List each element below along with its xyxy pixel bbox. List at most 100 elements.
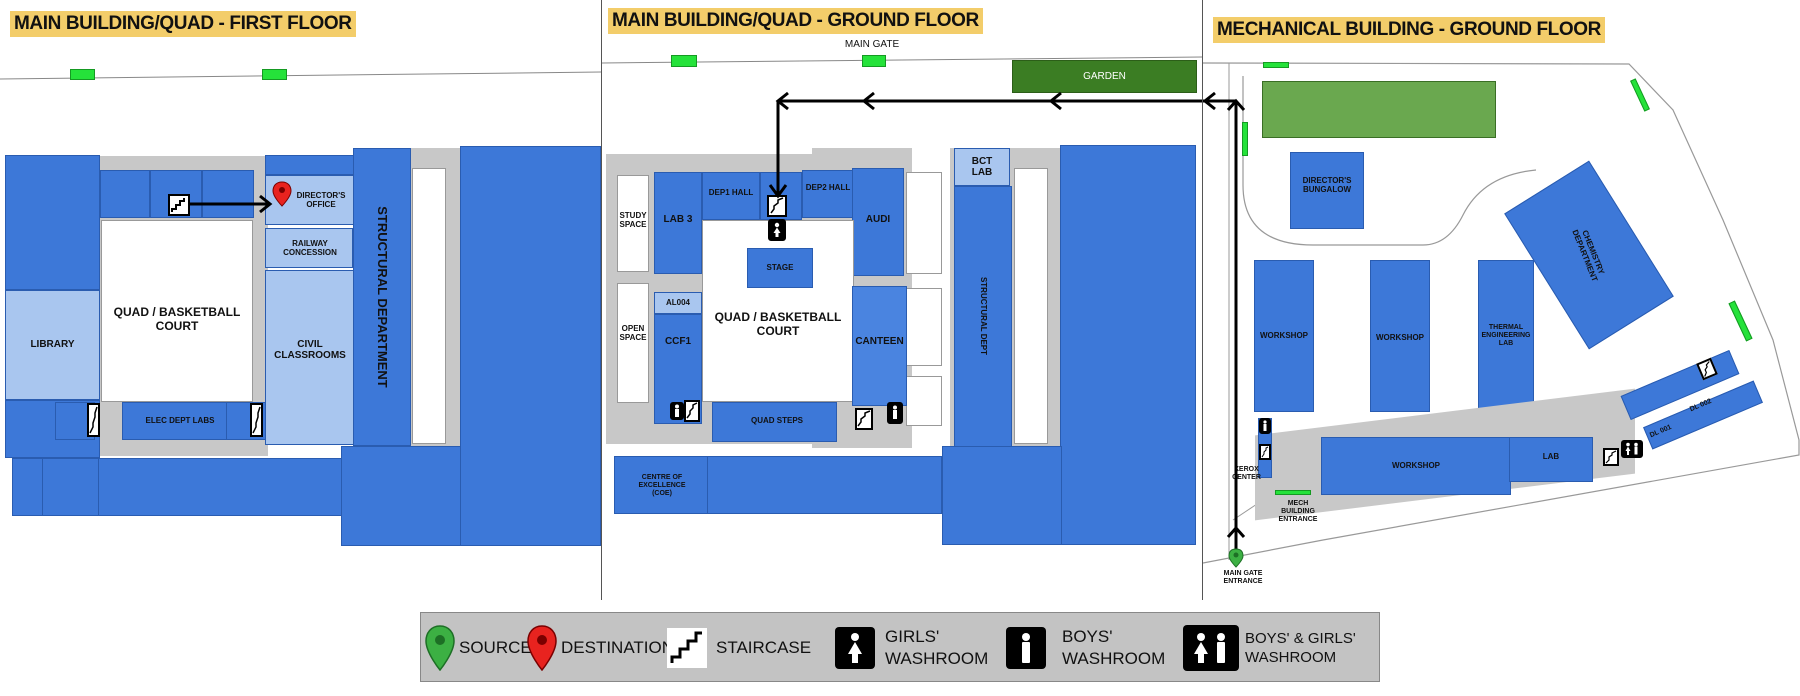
lab-3 — [654, 172, 702, 274]
legend-both-line2: WASHROOM — [1245, 649, 1337, 666]
dep1-hall — [702, 172, 760, 220]
bottom-block — [341, 446, 461, 546]
source-pin-icon — [425, 625, 455, 671]
legend-boys-washroom: BOYS' WASHROOM — [1006, 613, 1165, 683]
staircase-icon — [1603, 448, 1619, 466]
workshop-3 — [1321, 437, 1511, 495]
open-area — [412, 168, 446, 444]
open-space-label: OPEN SPACE — [619, 323, 647, 342]
route-path — [190, 194, 273, 214]
large-block — [1060, 145, 1196, 545]
centre-of-excellence — [614, 456, 709, 514]
legend-staircase: STAIRCASE — [667, 613, 811, 683]
thermal-engineering-lab — [1478, 260, 1534, 412]
legend-unisex-washroom: BOYS' & GIRLS' WASHROOM — [1183, 613, 1356, 683]
dep2-hall-label: DEP2 HALL — [805, 183, 851, 193]
audi — [852, 168, 904, 276]
destination-pin-icon — [272, 181, 292, 207]
bottom-block — [98, 458, 343, 516]
bottom-block — [12, 458, 44, 516]
workshop-2-label: WORKSHOP — [1376, 333, 1424, 343]
al004-label: AL004 — [665, 298, 690, 308]
gate-marker — [70, 69, 95, 80]
open-space — [617, 283, 649, 403]
legend-boys-line1: BOYS' — [1062, 626, 1113, 646]
first-floor-road — [0, 71, 601, 80]
lab-label: LAB — [1542, 452, 1560, 462]
legend-girls-washroom: GIRLS' WASHROOM — [835, 613, 988, 683]
workshop-3-label: WORKSHOP — [1392, 461, 1440, 471]
first-floor-panel: MAIN BUILDING/QUAD - FIRST FLOOR LIBRARY… — [0, 0, 602, 600]
study-space — [617, 175, 649, 272]
coe-label: CENTRE OF EXCELLENCE (COE) — [638, 473, 686, 498]
gate-marker — [671, 55, 697, 67]
civil-classrooms — [265, 270, 355, 445]
workshop-2 — [1370, 260, 1430, 412]
quad-label: QUAD / BASKETBALL COURT — [113, 305, 241, 333]
garden — [1012, 60, 1197, 93]
route-path — [768, 91, 1202, 199]
bottom-block — [42, 458, 100, 516]
boys-washroom-icon — [1259, 418, 1271, 434]
bottom-block — [707, 456, 942, 514]
structural-dept — [954, 186, 1012, 456]
lawn — [1262, 81, 1496, 138]
boys-washroom-icon — [887, 402, 903, 424]
quad-steps — [712, 402, 837, 442]
main-gate-label: MAIN GATE — [844, 39, 900, 51]
dep1-hall-label: DEP1 HALL — [708, 188, 754, 198]
legend-source: SOURCE — [425, 613, 532, 683]
main-gate-entrance-label: MAIN GATE ENTRANCE — [1223, 569, 1263, 585]
gate-marker — [862, 55, 886, 67]
workshop-1-label: WORKSHOP — [1260, 331, 1308, 341]
staircase-icon — [168, 194, 190, 216]
elec-dept-labs-label: ELEC DEPT LABS — [145, 416, 215, 426]
lower-block — [942, 446, 1062, 545]
legend-boys-line2: WASHROOM — [1062, 649, 1166, 668]
quad-label: QUAD / BASKETBALL COURT — [714, 310, 842, 338]
entrance-marker — [1275, 490, 1311, 495]
legend-girls-line1: GIRLS' — [885, 626, 940, 646]
gate-marker — [1263, 62, 1289, 68]
staircase-icon — [250, 403, 263, 437]
lab-3-label: LAB 3 — [663, 214, 693, 226]
legend-girls-line2: WASHROOM — [885, 649, 989, 668]
directors-office-label: DIRECTOR'S OFFICE — [296, 190, 346, 209]
directors-bungalow — [1290, 152, 1364, 229]
stage-label: STAGE — [766, 263, 794, 273]
gate-marker — [1242, 122, 1248, 156]
mech-entrance-label: MECH BUILDING ENTRANCE — [1278, 499, 1318, 524]
railway-concession — [265, 228, 353, 268]
legend-staircase-label: STAIRCASE — [716, 637, 812, 657]
first-floor-title: MAIN BUILDING/QUAD - FIRST FLOOR — [10, 11, 356, 37]
staircase-icon — [767, 195, 787, 217]
staircase-icon — [684, 400, 700, 422]
library-top-block — [5, 155, 100, 290]
study-space-label: STUDY SPACE — [619, 210, 647, 229]
legend: SOURCE DESTINATION STAIRCASE GIRLS' WASH… — [420, 612, 1380, 682]
large-block — [460, 146, 601, 546]
al004 — [654, 292, 702, 314]
library — [5, 290, 100, 400]
elec-dept-labs — [122, 402, 227, 440]
mech-floor-title: MECHANICAL BUILDING - GROUND FLOOR — [1213, 17, 1605, 43]
staircase-icon — [1259, 444, 1271, 460]
ground-floor-road — [602, 56, 1202, 64]
garden-label: GARDEN — [1083, 70, 1126, 82]
route-path — [1203, 91, 1246, 556]
boys-washroom-icon — [670, 402, 684, 420]
directors-bungalow-label: DIRECTOR'S BUNGALOW — [1302, 175, 1352, 194]
lab — [1509, 437, 1593, 482]
workshop-1 — [1254, 260, 1314, 412]
structural-department — [353, 148, 411, 446]
audi-label: AUDI — [865, 214, 891, 226]
bct-lab — [954, 148, 1010, 186]
mech-floor-panel: MECHANICAL BUILDING - GROUND FLOOR DIREC… — [1202, 0, 1800, 600]
legend-destination: DESTINATION — [527, 613, 674, 683]
railway-concession-label: RAILWAY CONCESSION — [283, 238, 337, 257]
staircase-icon — [1696, 357, 1718, 381]
legend-destination-label: DESTINATION — [561, 637, 675, 657]
staircase-icon — [855, 408, 873, 430]
bct-lab-label: BCT LAB — [971, 155, 993, 179]
xerox-center-label: XEROX CENTER — [1232, 465, 1261, 481]
